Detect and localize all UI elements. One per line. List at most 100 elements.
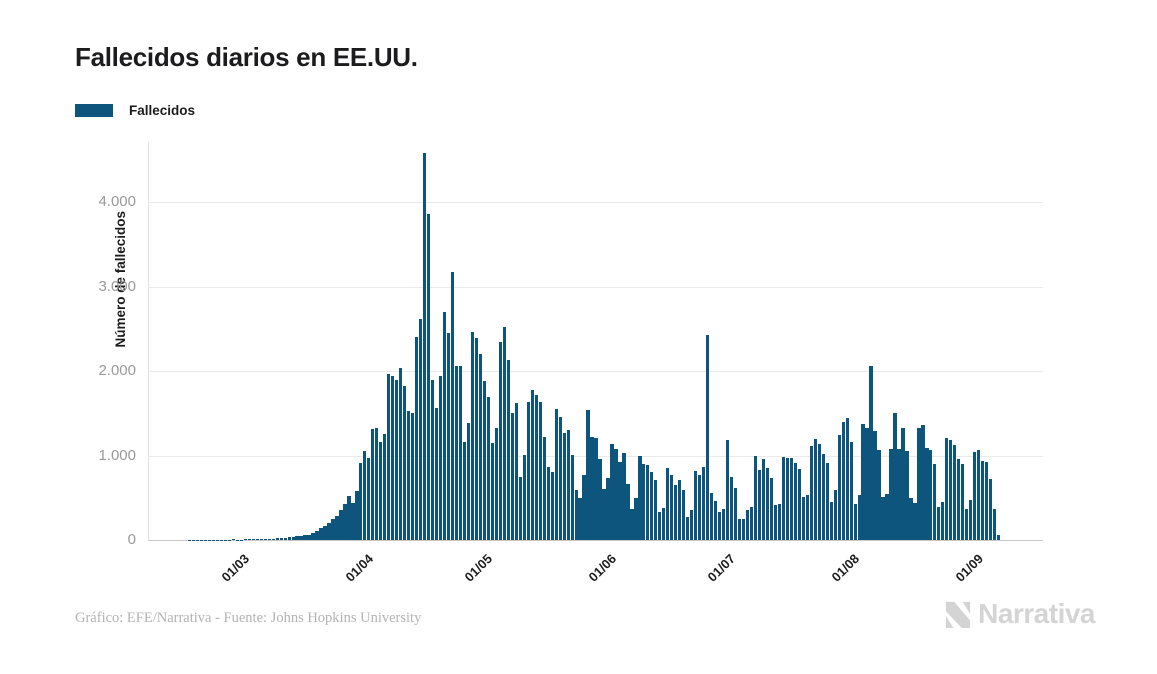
bar[interactable] xyxy=(578,497,582,540)
bar[interactable] xyxy=(753,456,758,540)
bar[interactable] xyxy=(399,368,403,540)
bar[interactable] xyxy=(710,492,714,540)
bar[interactable] xyxy=(873,431,877,540)
bar[interactable] xyxy=(371,428,375,540)
bar[interactable] xyxy=(522,454,526,540)
bar[interactable] xyxy=(319,528,323,540)
bar[interactable] xyxy=(395,379,399,540)
bar[interactable] xyxy=(622,452,626,540)
bar[interactable] xyxy=(379,441,383,540)
bar[interactable] xyxy=(542,437,546,540)
bar[interactable] xyxy=(466,423,471,540)
bar[interactable] xyxy=(690,509,694,540)
bar[interactable] xyxy=(909,498,913,540)
bar[interactable] xyxy=(638,456,642,540)
bar[interactable] xyxy=(618,462,622,540)
bar[interactable] xyxy=(642,463,646,540)
bar[interactable] xyxy=(885,494,889,540)
bar[interactable] xyxy=(861,423,865,540)
bar[interactable] xyxy=(993,509,997,540)
bar[interactable] xyxy=(450,271,455,540)
bar[interactable] xyxy=(698,475,702,540)
bar[interactable] xyxy=(219,539,223,540)
bar[interactable] xyxy=(817,443,821,540)
bar[interactable] xyxy=(646,464,650,540)
bar[interactable] xyxy=(415,336,419,540)
bar[interactable] xyxy=(502,326,506,540)
bar[interactable] xyxy=(411,412,415,540)
bar[interactable] xyxy=(989,479,993,540)
bar[interactable] xyxy=(486,397,491,540)
bar[interactable] xyxy=(518,476,522,540)
bar[interactable] xyxy=(283,537,287,540)
bar[interactable] xyxy=(267,538,271,540)
bar[interactable] xyxy=(777,503,782,540)
bar[interactable] xyxy=(769,478,774,540)
bar[interactable] xyxy=(490,442,495,540)
bar[interactable] xyxy=(849,442,853,540)
bar[interactable] xyxy=(363,451,367,540)
bar[interactable] xyxy=(809,445,813,540)
bar[interactable] xyxy=(905,451,909,540)
bar[interactable] xyxy=(741,518,746,540)
bar[interactable] xyxy=(446,332,451,540)
bar[interactable] xyxy=(235,539,239,540)
bar[interactable] xyxy=(598,458,602,540)
bar[interactable] xyxy=(454,365,459,540)
bar[interactable] xyxy=(757,470,762,540)
bar[interactable] xyxy=(877,450,881,540)
bar[interactable] xyxy=(231,539,235,540)
bar[interactable] xyxy=(682,490,686,540)
bar[interactable] xyxy=(558,416,562,540)
bar[interactable] xyxy=(514,402,518,540)
bar[interactable] xyxy=(773,504,778,540)
bar[interactable] xyxy=(889,449,893,540)
bar[interactable] xyxy=(339,510,343,540)
bar[interactable] xyxy=(745,509,750,540)
bar[interactable] xyxy=(789,458,793,540)
bar[interactable] xyxy=(678,479,682,540)
bar[interactable] xyxy=(263,539,267,540)
bar[interactable] xyxy=(570,455,574,540)
bar[interactable] xyxy=(973,451,977,540)
bar[interactable] xyxy=(702,466,706,540)
bar[interactable] xyxy=(526,402,530,540)
bar[interactable] xyxy=(917,428,921,540)
bar[interactable] xyxy=(243,539,247,540)
bar[interactable] xyxy=(534,395,538,540)
bar[interactable] xyxy=(897,449,901,540)
bar[interactable] xyxy=(458,366,463,540)
bar[interactable] xyxy=(733,488,738,540)
bar[interactable] xyxy=(271,538,275,540)
bar[interactable] xyxy=(829,502,833,540)
bar[interactable] xyxy=(965,509,969,540)
bar[interactable] xyxy=(765,468,770,540)
bar[interactable] xyxy=(865,428,869,540)
bar[interactable] xyxy=(287,536,291,540)
bar[interactable] xyxy=(407,411,411,540)
bar[interactable] xyxy=(359,463,363,540)
bar[interactable] xyxy=(626,483,630,540)
bar[interactable] xyxy=(953,445,957,540)
bar[interactable] xyxy=(837,435,841,540)
bar[interactable] xyxy=(275,538,279,540)
bar[interactable] xyxy=(403,385,407,540)
bar[interactable] xyxy=(913,502,917,540)
bar[interactable] xyxy=(494,428,498,540)
bar[interactable] xyxy=(634,498,638,540)
bar[interactable] xyxy=(347,496,351,540)
bar[interactable] xyxy=(506,360,510,540)
bar[interactable] xyxy=(554,409,558,540)
bar[interactable] xyxy=(670,475,674,540)
bar[interactable] xyxy=(654,480,658,540)
bar[interactable] xyxy=(247,539,251,540)
bar[interactable] xyxy=(498,341,502,540)
bar[interactable] xyxy=(686,517,690,540)
bar[interactable] xyxy=(921,425,925,540)
bar[interactable] xyxy=(945,438,949,540)
bar[interactable] xyxy=(893,413,897,540)
bar[interactable] xyxy=(761,458,766,540)
bar[interactable] xyxy=(977,449,981,540)
bar[interactable] xyxy=(255,539,259,540)
bar[interactable] xyxy=(694,470,698,540)
